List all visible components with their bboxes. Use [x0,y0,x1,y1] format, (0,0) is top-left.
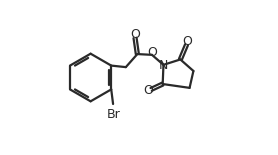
Text: O: O [143,84,153,97]
Text: O: O [130,28,140,41]
Text: Br: Br [107,108,120,121]
Text: N: N [159,59,168,72]
Text: O: O [182,35,192,48]
Text: O: O [147,46,157,59]
